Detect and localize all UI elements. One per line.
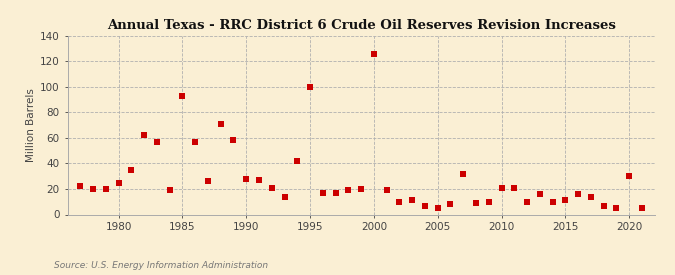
Point [573, 192, 584, 196]
Point [279, 194, 290, 199]
Point [585, 194, 596, 199]
Point [292, 159, 302, 163]
Point [202, 179, 213, 183]
Point [151, 139, 162, 144]
Point [88, 187, 99, 191]
Point [611, 206, 622, 210]
Point [330, 191, 341, 195]
Point [509, 186, 520, 190]
Point [522, 200, 533, 204]
Point [598, 204, 609, 208]
Point [445, 202, 456, 207]
Point [547, 200, 558, 204]
Point [101, 187, 111, 191]
Point [215, 122, 226, 126]
Point [267, 186, 277, 190]
Point [496, 186, 507, 190]
Point [254, 178, 265, 182]
Point [535, 192, 545, 196]
Point [637, 206, 647, 210]
Point [317, 191, 328, 195]
Point [407, 198, 418, 203]
Point [560, 198, 571, 203]
Point [164, 188, 175, 192]
Point [394, 200, 405, 204]
Point [356, 187, 367, 191]
Point [432, 206, 443, 210]
Point [343, 188, 354, 192]
Point [75, 184, 86, 189]
Point [113, 180, 124, 185]
Point [126, 167, 137, 172]
Point [190, 139, 200, 144]
Point [369, 51, 379, 56]
Text: Source: U.S. Energy Information Administration: Source: U.S. Energy Information Administ… [54, 260, 268, 270]
Point [420, 204, 431, 208]
Title: Annual Texas - RRC District 6 Crude Oil Reserves Revision Increases: Annual Texas - RRC District 6 Crude Oil … [107, 19, 616, 32]
Point [458, 171, 468, 176]
Point [177, 94, 188, 98]
Point [483, 200, 494, 204]
Point [304, 85, 315, 89]
Point [624, 174, 634, 178]
Point [228, 138, 239, 143]
Point [470, 201, 481, 205]
Point [381, 188, 392, 192]
Point [138, 133, 149, 138]
Y-axis label: Million Barrels: Million Barrels [26, 88, 36, 162]
Point [241, 177, 252, 181]
